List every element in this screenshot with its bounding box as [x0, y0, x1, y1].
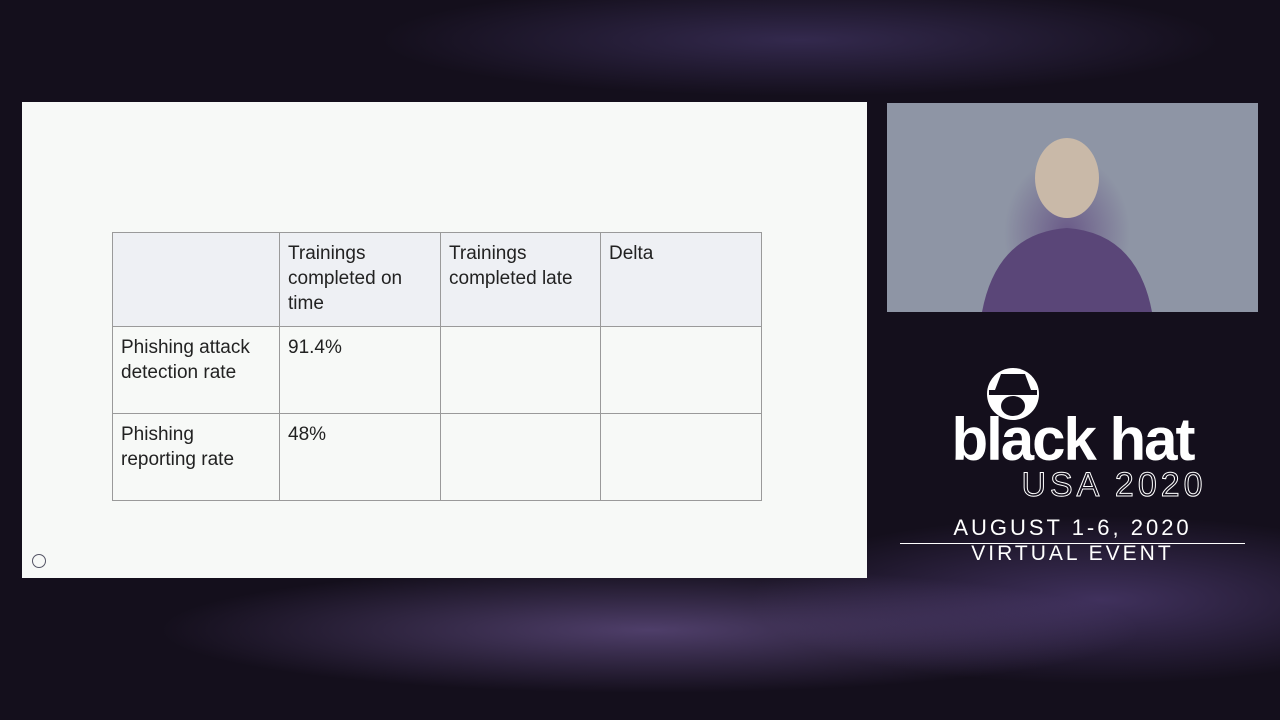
row: Phishing reporting rate 48% — [112, 413, 762, 501]
empty-cell — [600, 413, 762, 501]
empty-cell — [112, 232, 280, 327]
empty-cell — [600, 326, 762, 414]
header-cell: Trainings completed late — [440, 232, 601, 327]
empty-cell — [440, 326, 601, 414]
speaker-video — [887, 103, 1258, 312]
slide-icon — [32, 554, 46, 568]
logo-text: black hat — [951, 406, 1195, 473]
header-row: Trainings completed on time Trainings co… — [112, 232, 762, 327]
row: Phishing attack detection rate 91.4% — [112, 326, 762, 414]
event-name: USA 2020 — [1021, 466, 1207, 505]
header-cell: Delta — [600, 232, 762, 327]
logo-icon — [987, 368, 1039, 420]
row-label: Phishing attack detection rate — [112, 326, 280, 414]
row-label: Phishing reporting rate — [112, 413, 280, 501]
header-cell: Trainings completed on time — [279, 232, 441, 327]
empty-cell — [440, 413, 601, 501]
cell: 48% — [279, 413, 441, 501]
slide: Trainings completed on time Trainings co… — [22, 102, 867, 578]
event-format: VIRTUAL EVENT — [971, 542, 1174, 565]
cell: 91.4% — [279, 326, 441, 414]
data-table: Trainings completed on time Trainings co… — [112, 232, 762, 501]
speaker-silhouette — [982, 138, 1152, 312]
event-dates: AUGUST 1-6, 2020 — [900, 515, 1245, 544]
